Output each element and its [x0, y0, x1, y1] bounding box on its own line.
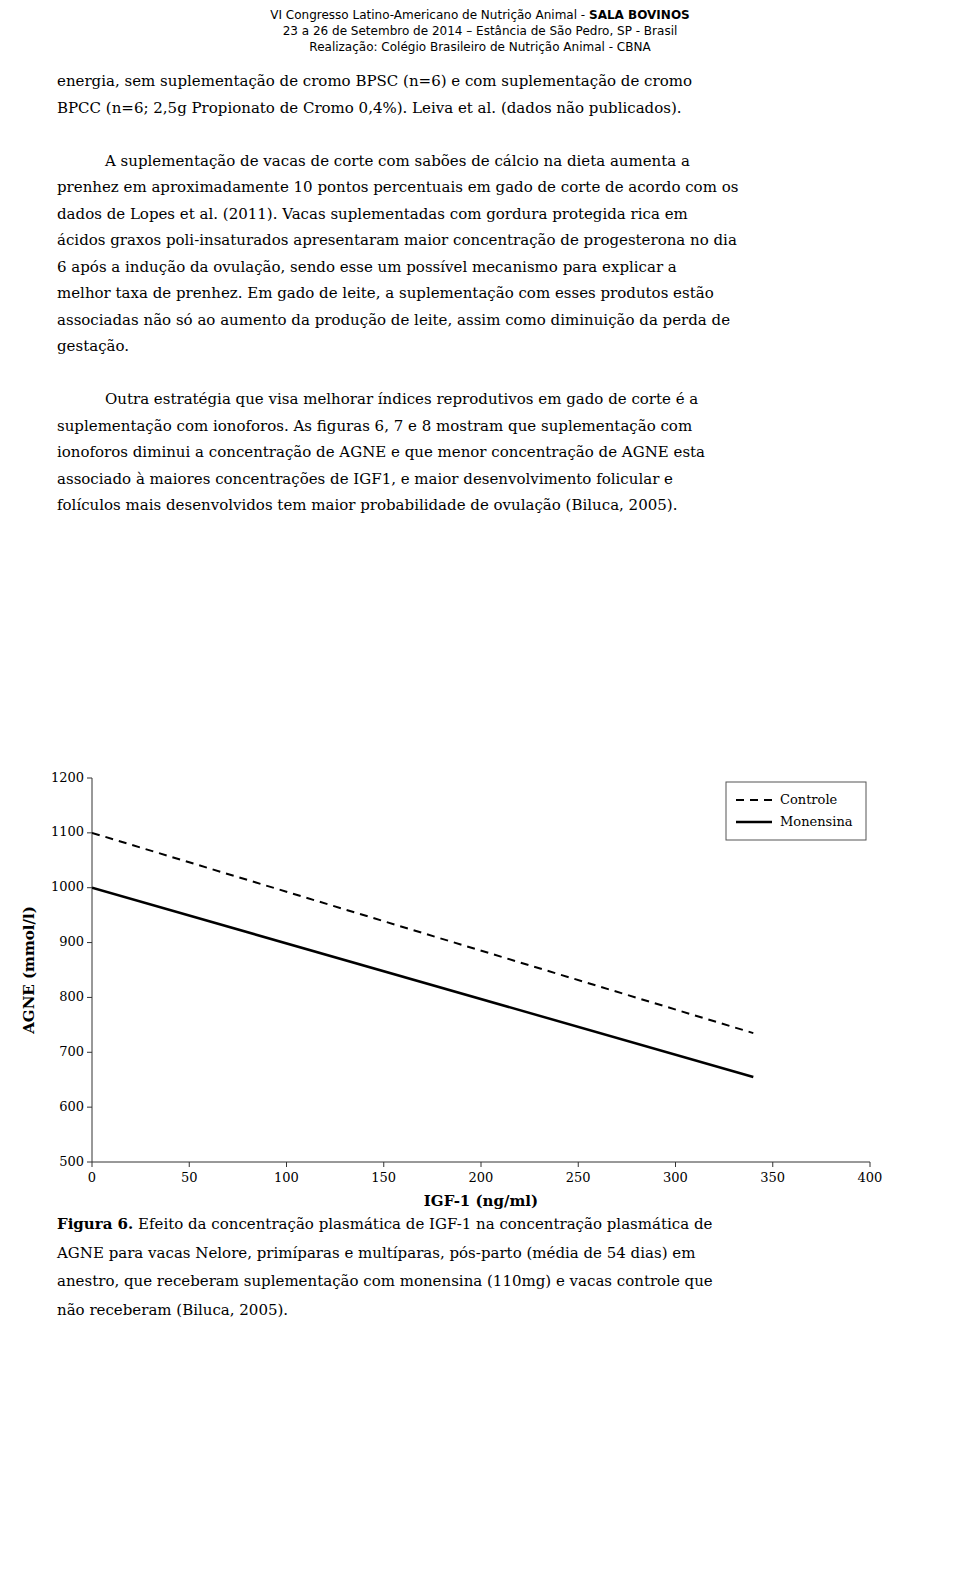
body-line: prenhez em aproximadamente 10 pontos per… [57, 178, 738, 196]
y-tick-label: 900 [59, 934, 84, 949]
body-line: suplementação com ionoforos. As figuras … [57, 417, 692, 435]
chart: 0 50 100 150 200 250 300 350 400 500 600 700 800 900 1… [20, 770, 882, 1211]
caption-text: AGNE para vacas Nelore, primíparas e mul… [56, 1244, 695, 1262]
caption-line: não receberam (Biluca, 2005). [57, 1301, 288, 1319]
legend-label: Controle [780, 792, 838, 807]
x-axis-label: IGF-1 (ng/ml) [424, 1192, 538, 1210]
caption-text: não receberam (Biluca, 2005). [57, 1301, 288, 1319]
series-line [92, 833, 753, 1033]
y-tick [87, 997, 92, 998]
caption-text: Figura 6. [57, 1215, 133, 1233]
x-tick-label: 350 [760, 1170, 785, 1185]
body-line: ácidos graxos poli-insaturados apresenta… [57, 231, 737, 249]
series-line [92, 888, 753, 1077]
y-tick-label: 1200 [51, 770, 84, 785]
x-tick [383, 1162, 384, 1167]
header-text: VI Congresso Latino-Americano de Nutriçã… [270, 8, 589, 22]
body-line: ionoforos diminui a concentração de AGNE… [57, 443, 705, 461]
x-tick [675, 1162, 676, 1167]
y-tick-label: 700 [59, 1044, 84, 1059]
caption-text: anestro, que receberam suplementação com… [57, 1272, 713, 1290]
body-line: energia, sem suplementação de cromo BPSC… [57, 72, 692, 90]
x-tick [481, 1162, 482, 1167]
header-line: VI Congresso Latino-Americano de Nutriçã… [270, 8, 689, 22]
body-line: melhor taxa de prenhez. Em gado de leite… [57, 284, 714, 302]
y-axis [92, 778, 93, 1162]
y-tick [87, 1162, 92, 1163]
x-tick [870, 1162, 871, 1167]
y-tick [87, 1052, 92, 1053]
body-line: gestação. [57, 337, 129, 355]
x-tick-label: 400 [858, 1170, 883, 1185]
legend-frame [726, 782, 866, 840]
page: VI Congresso Latino-Americano de Nutriçã… [0, 0, 960, 1583]
x-tick-label: 200 [469, 1170, 494, 1185]
x-tick-label: 50 [181, 1170, 198, 1185]
body-line: dados de Lopes et al. (2011). Vacas supl… [57, 205, 688, 223]
x-tick-label: 0 [88, 1170, 96, 1185]
header-text: Realização: Colégio Brasileiro de Nutriç… [309, 40, 651, 54]
caption-line: AGNE para vacas Nelore, primíparas e mul… [56, 1244, 695, 1262]
x-tick-label: 300 [663, 1170, 688, 1185]
y-tick [87, 1107, 92, 1108]
y-tick-label: 800 [59, 989, 84, 1004]
x-tick [772, 1162, 773, 1167]
x-tick [189, 1162, 190, 1167]
x-tick-label: 100 [274, 1170, 299, 1185]
y-axis-label: AGNE (mmol/l) [20, 906, 38, 1035]
header-text: SALA BOVINOS [589, 8, 690, 22]
x-tick [286, 1162, 287, 1167]
header-line: 23 a 26 de Setembro de 2014 – Estância d… [283, 24, 678, 38]
y-tick [87, 832, 92, 833]
legend-swatch [736, 799, 772, 801]
y-tick [87, 778, 92, 779]
header-line: Realização: Colégio Brasileiro de Nutriç… [309, 40, 651, 54]
body-line: BPCC (n=6; 2,5g Propionato de Cromo 0,4%… [57, 99, 682, 117]
x-tick-label: 250 [566, 1170, 591, 1185]
header-text: 23 a 26 de Setembro de 2014 – Estância d… [283, 24, 678, 38]
background [0, 0, 960, 1583]
x-tick [578, 1162, 579, 1167]
legend: Controle Monensina [726, 782, 866, 840]
body-line: folículos mais desenvolvidos tem maior p… [57, 496, 677, 514]
body-line: A suplementação de vacas de corte com sa… [104, 152, 690, 170]
body-line: 6 após a indução da ovulação, sendo esse… [57, 258, 677, 276]
x-tick-label: 150 [371, 1170, 396, 1185]
body-line: Outra estratégia que visa melhorar índic… [105, 390, 698, 408]
legend-swatch [736, 821, 772, 824]
body-line: associado à maiores concentrações de IGF… [57, 470, 673, 488]
y-tick-label: 1000 [51, 879, 84, 894]
y-tick [87, 942, 92, 943]
y-tick [87, 887, 92, 888]
y-tick-label: 500 [59, 1154, 84, 1169]
y-tick-label: 1100 [51, 824, 84, 839]
body-line: associadas não só ao aumento da produção… [57, 311, 730, 329]
caption-text: Efeito da concentração plasmática de IGF… [133, 1215, 712, 1233]
caption-line: Figura 6. Efeito da concentração plasmát… [57, 1215, 712, 1233]
plot-area [92, 833, 753, 1077]
y-tick-label: 600 [59, 1099, 84, 1114]
caption-line: anestro, que receberam suplementação com… [57, 1272, 713, 1290]
legend-label: Monensina [780, 814, 853, 829]
x-tick [92, 1162, 93, 1167]
